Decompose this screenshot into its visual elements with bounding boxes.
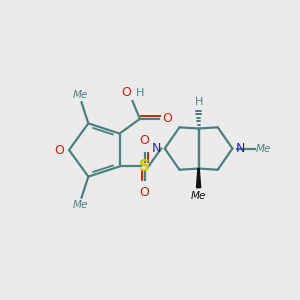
Text: O: O: [121, 86, 131, 99]
Text: N: N: [152, 142, 161, 155]
Text: Me: Me: [72, 90, 88, 100]
Polygon shape: [196, 169, 201, 188]
Text: S: S: [139, 159, 150, 174]
Text: H: H: [136, 88, 144, 98]
Text: Me: Me: [191, 191, 206, 201]
Text: O: O: [140, 186, 150, 199]
Text: Me: Me: [256, 143, 272, 154]
Text: H: H: [194, 97, 203, 107]
Text: O: O: [163, 112, 172, 125]
Text: O: O: [54, 143, 64, 157]
Text: Me: Me: [72, 200, 88, 210]
Text: O: O: [140, 134, 150, 147]
Text: N: N: [236, 142, 245, 155]
